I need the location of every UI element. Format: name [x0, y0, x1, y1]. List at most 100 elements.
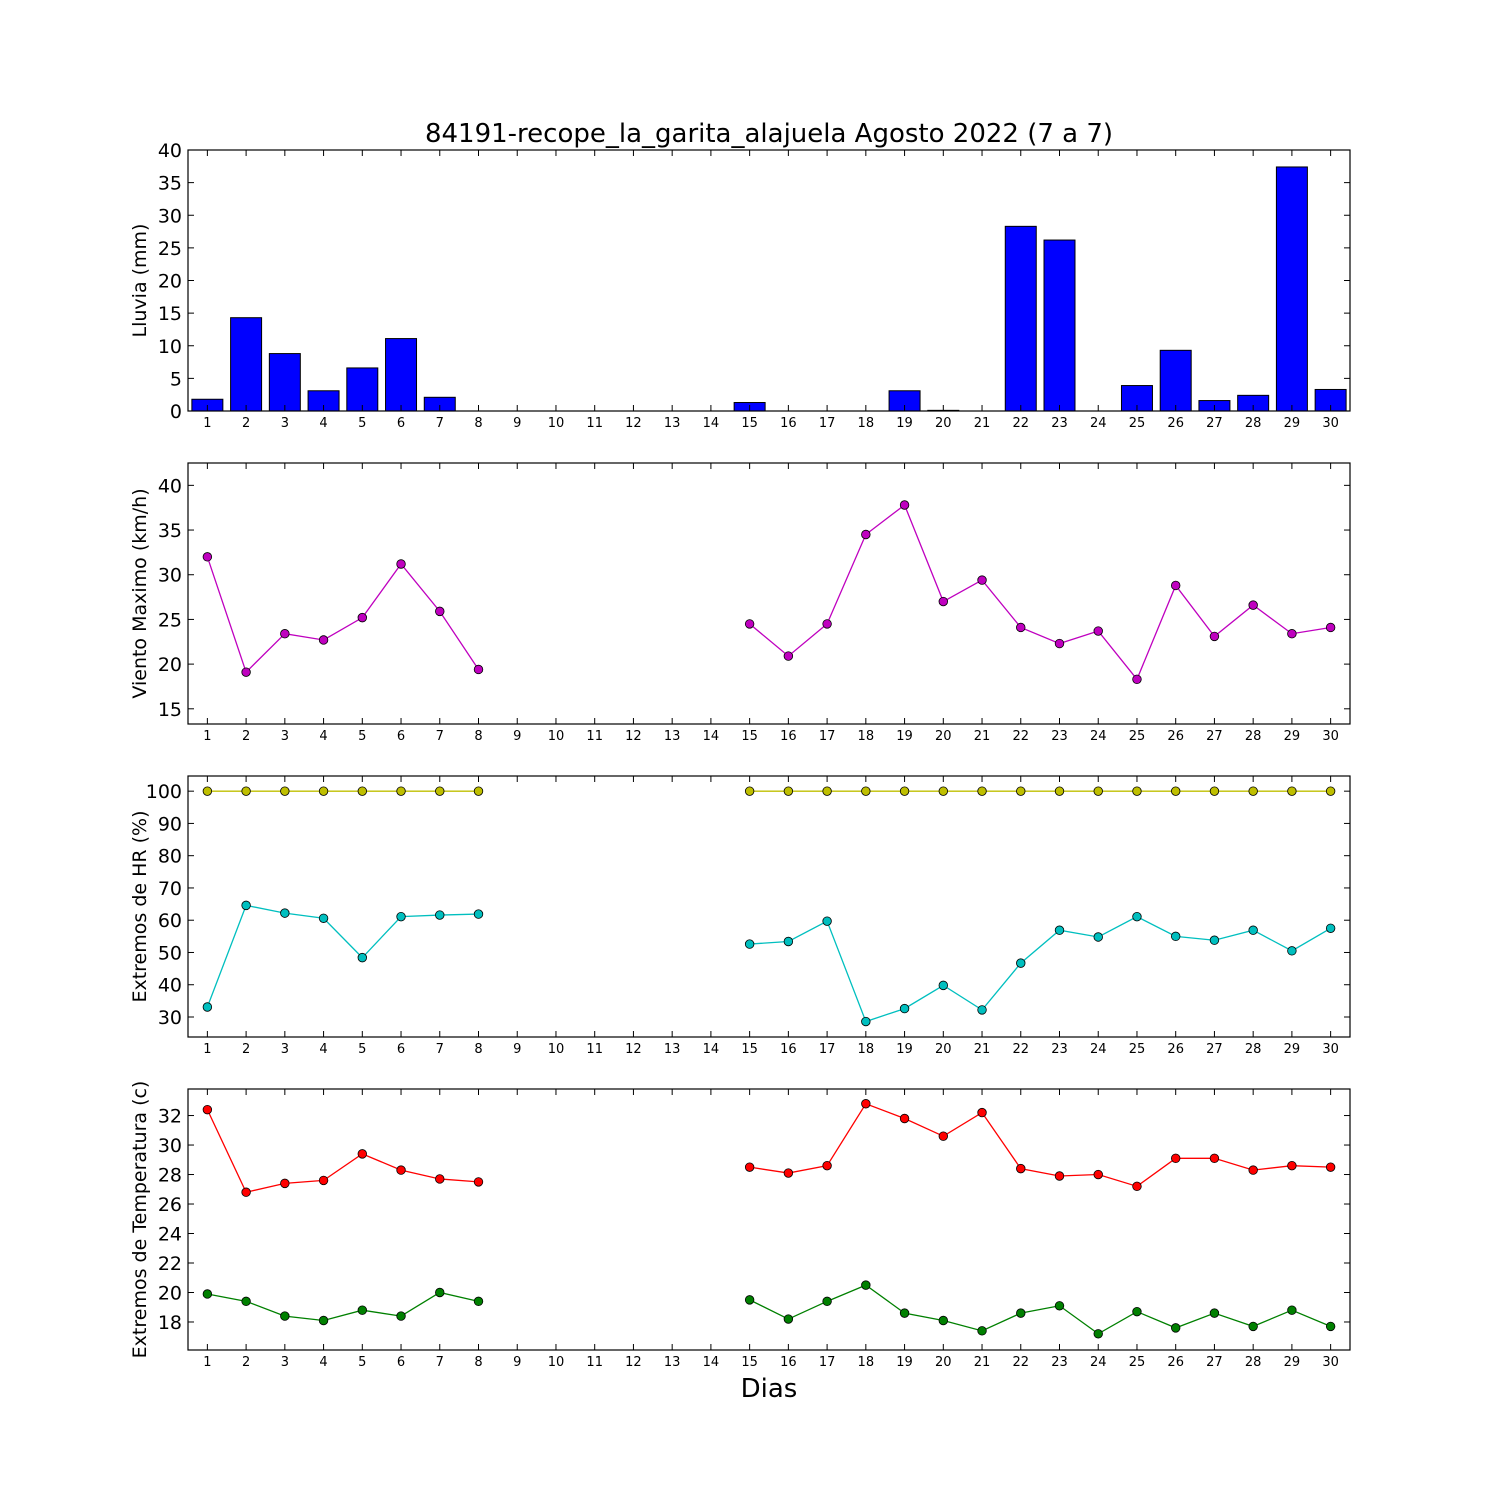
x-tick-label: 3	[281, 729, 289, 744]
data-point	[938, 786, 949, 796]
x-tick-label: 19	[896, 416, 913, 431]
data-point	[1093, 626, 1103, 636]
y-axis-label: Lluvia (mm)	[129, 224, 151, 338]
y-tick-label: 15	[158, 303, 182, 325]
x-tick-label: 30	[1322, 1042, 1339, 1057]
data-point	[1209, 1153, 1220, 1164]
y-tick-label: 35	[158, 520, 182, 542]
data-point	[861, 1280, 871, 1290]
x-tick-label: 5	[358, 729, 366, 744]
x-tick-label: 25	[1129, 1355, 1146, 1370]
x-tick-label: 25	[1129, 1042, 1146, 1057]
x-tick-label: 7	[436, 1042, 444, 1057]
x-tick-label: 15	[741, 1355, 758, 1370]
y-tick-label: 20	[158, 1282, 182, 1304]
y-tick-label: 35	[158, 173, 182, 195]
data-point	[783, 786, 794, 796]
data-point	[1054, 1171, 1065, 1181]
x-tick-label: 27	[1206, 1355, 1223, 1370]
x-tick-label: 13	[664, 416, 681, 431]
y-tick-label: 80	[158, 846, 182, 868]
x-tick-label: 11	[586, 729, 603, 744]
data-point	[1325, 923, 1336, 933]
data-point	[899, 1308, 910, 1318]
data-point	[318, 1315, 329, 1326]
data-point	[318, 635, 329, 645]
data-point	[357, 1305, 368, 1315]
y-tick-label: 30	[158, 1007, 182, 1029]
data-point	[1325, 1162, 1336, 1172]
x-tick-label: 24	[1090, 416, 1107, 431]
x-tick-label: 25	[1129, 729, 1146, 744]
y-axis-label: Viento Maximo (km/h)	[129, 488, 151, 698]
data-point	[977, 575, 987, 585]
x-tick-label: 30	[1322, 729, 1339, 744]
data-point	[1287, 1160, 1297, 1171]
data-point	[202, 1104, 213, 1115]
data-point	[1132, 911, 1142, 922]
x-tick-label: 10	[548, 1355, 565, 1370]
x-tick-label: 15	[741, 416, 758, 431]
x-tick-label: 9	[513, 729, 521, 744]
plot-frame	[187, 462, 1351, 725]
x-tick-label: 30	[1322, 416, 1339, 431]
x-tick-label: 26	[1167, 1042, 1184, 1057]
x-tick-label: 16	[780, 729, 797, 744]
x-tick-label: 19	[896, 1355, 913, 1370]
x-tick-label: 13	[664, 1355, 681, 1370]
data-point	[1170, 931, 1181, 942]
y-tick-label: 25	[158, 238, 182, 260]
data-point	[861, 1016, 871, 1027]
x-tick-label: 11	[586, 1042, 603, 1057]
x-tick-label: 18	[858, 1355, 875, 1370]
data-point	[396, 1165, 406, 1175]
x-tick-label: 4	[319, 416, 327, 431]
data-point	[1054, 638, 1065, 649]
data-point	[1054, 925, 1065, 935]
data-point	[396, 1311, 406, 1321]
bar	[346, 367, 379, 412]
x-tick-label: 1	[203, 729, 211, 744]
series-line	[749, 915, 1331, 1023]
bar	[230, 317, 263, 412]
data-point	[1054, 1301, 1065, 1311]
data-point	[357, 952, 368, 963]
data-point	[822, 916, 832, 926]
x-tick-label: 29	[1284, 416, 1301, 431]
data-point	[977, 1107, 987, 1118]
x-tick-label: 24	[1090, 1042, 1107, 1057]
x-tick-label: 17	[819, 1355, 836, 1370]
y-tick-label: 20	[158, 654, 182, 676]
x-tick-label: 9	[513, 1355, 521, 1370]
data-point	[280, 1178, 290, 1189]
y-tick-label: 100	[146, 781, 182, 803]
series-line	[749, 1102, 1331, 1188]
x-tick-label: 22	[1012, 1042, 1029, 1057]
y-tick-label: 70	[158, 878, 182, 900]
data-point	[1209, 935, 1220, 945]
x-tick-label: 28	[1245, 416, 1262, 431]
x-tick-label: 4	[319, 1355, 327, 1370]
x-tick-label: 8	[474, 416, 482, 431]
data-point	[938, 1315, 949, 1326]
data-point	[1132, 1181, 1142, 1192]
data-point	[1170, 1153, 1181, 1164]
x-tick-label: 20	[935, 729, 952, 744]
y-tick-label: 90	[158, 813, 182, 835]
x-tick-label: 10	[548, 416, 565, 431]
data-point	[1093, 786, 1103, 796]
data-point	[1132, 674, 1142, 685]
x-tick-label: 21	[974, 1355, 991, 1370]
data-point	[280, 908, 290, 918]
x-tick-label: 18	[858, 416, 875, 431]
y-tick-label: 5	[170, 368, 182, 390]
data-point	[861, 786, 871, 796]
series-line	[206, 556, 480, 674]
data-point	[396, 911, 406, 922]
data-point	[241, 1187, 251, 1197]
data-point	[938, 596, 949, 607]
x-axis-label: Dias	[741, 1374, 798, 1404]
data-point	[1093, 932, 1103, 942]
